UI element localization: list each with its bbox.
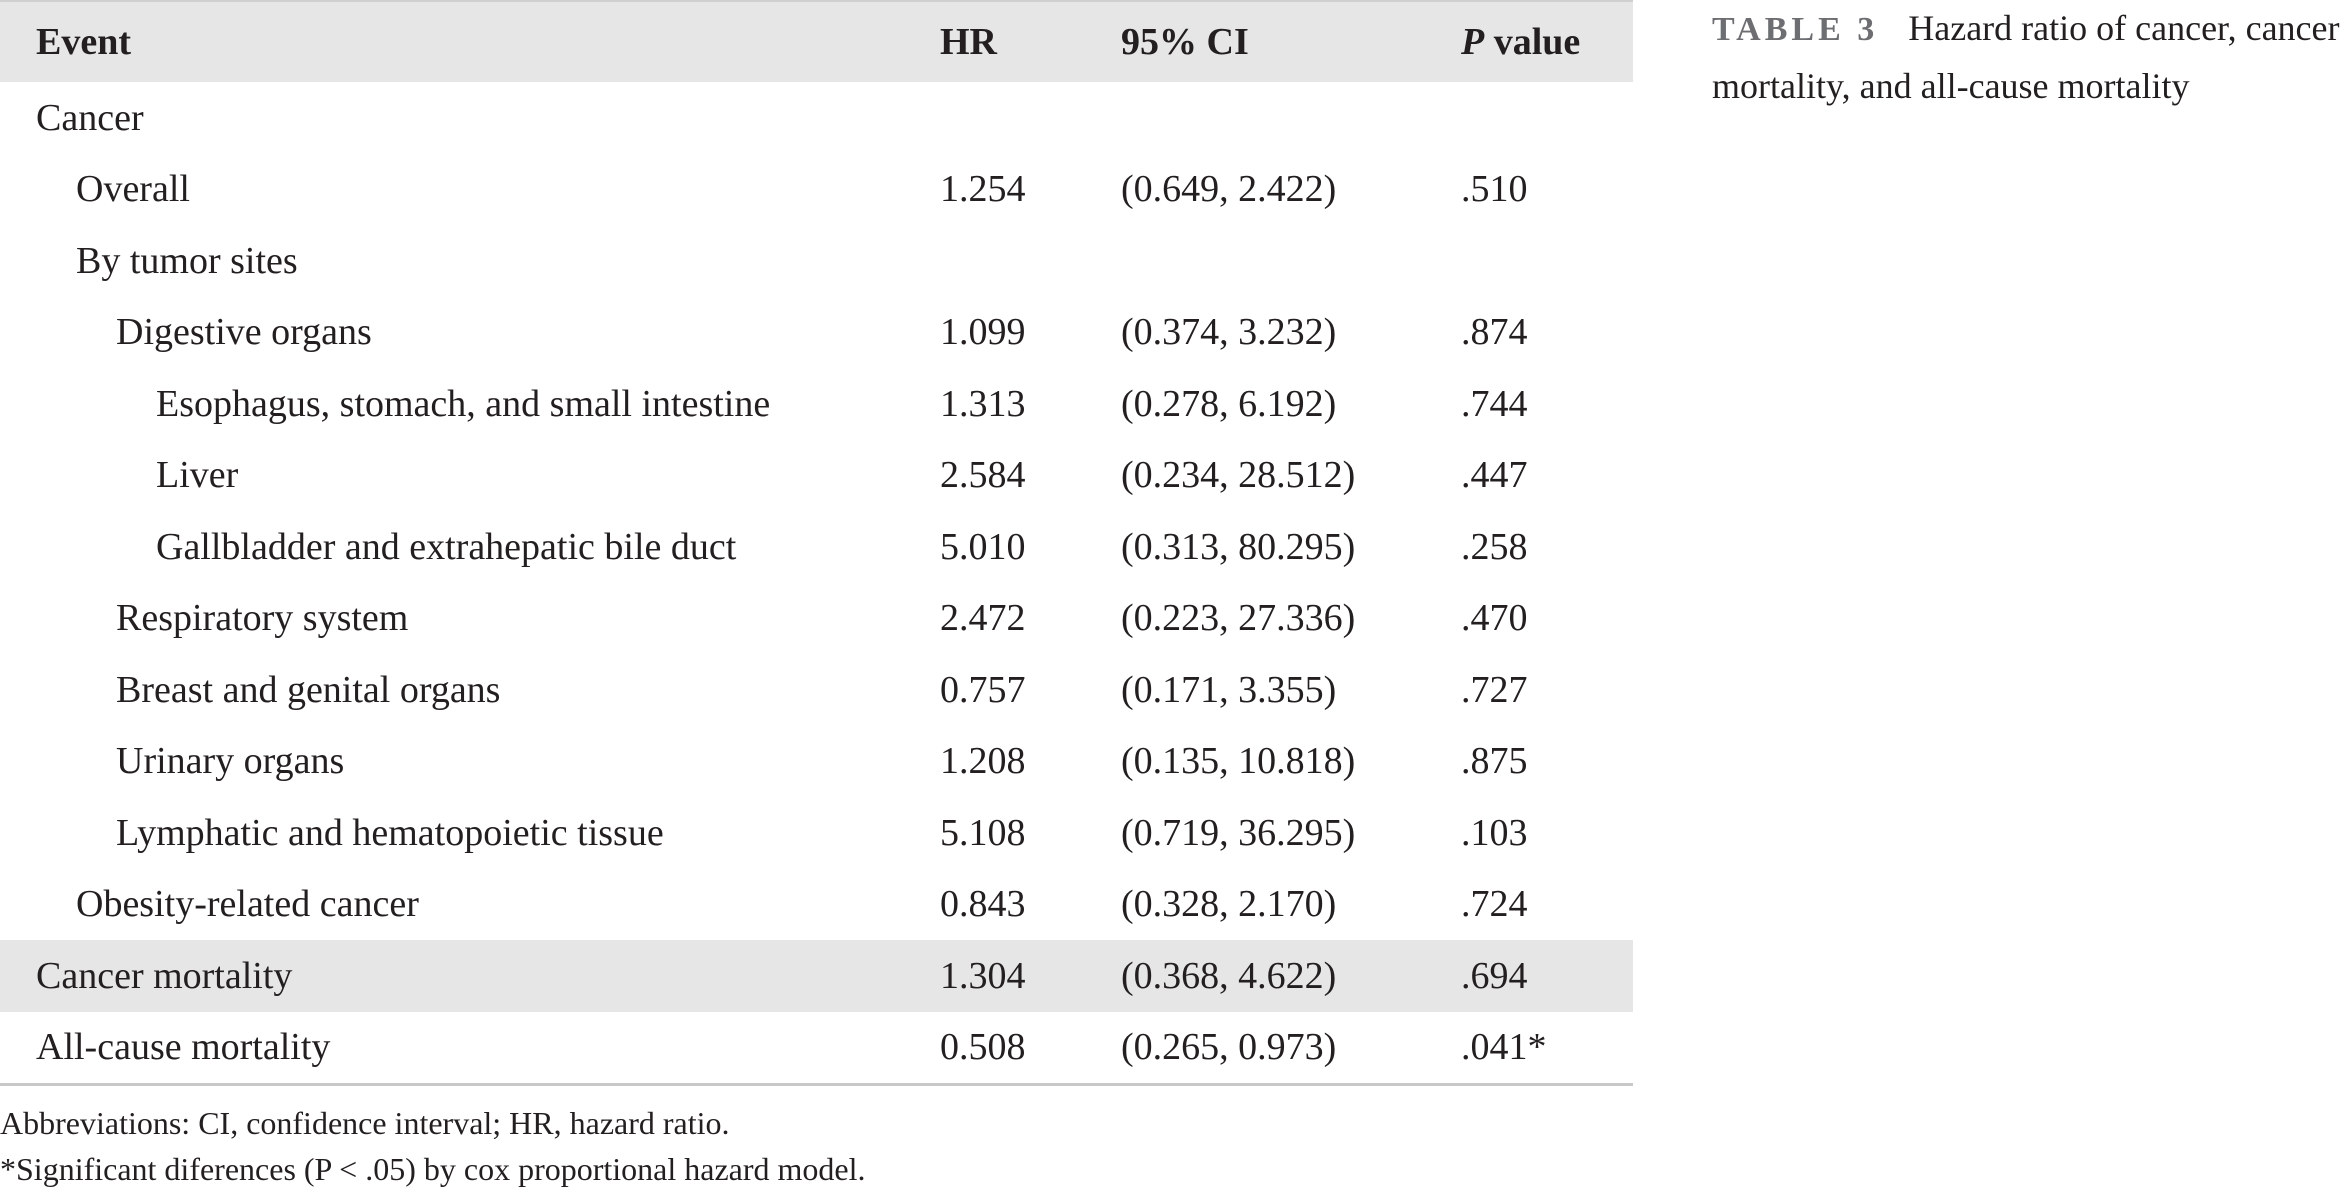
header-event: Event xyxy=(36,21,131,63)
row-event: By tumor sites xyxy=(76,239,298,282)
row-ci: (0.719, 36.295) xyxy=(1121,811,1356,854)
table-bottom-rule xyxy=(0,1083,1633,1086)
row-p: .727 xyxy=(1461,668,1528,711)
table-footnotes: Abbreviations: CI, confidence interval; … xyxy=(0,1100,866,1192)
row-event: Breast and genital organs xyxy=(116,668,501,711)
row-event: Cancer xyxy=(36,96,144,139)
row-event: Lymphatic and hematopoietic tissue xyxy=(116,811,664,854)
header-p-letter: P xyxy=(1461,21,1485,63)
table-row: Overall 1.254 (0.649, 2.422) .510 xyxy=(0,154,1633,226)
results-table: Event HR 95% CI P value Cancer Overall 1… xyxy=(0,0,1633,1086)
row-ci: (0.649, 2.422) xyxy=(1121,168,1337,211)
row-hr: 1.313 xyxy=(940,382,1026,425)
row-ci: (0.135, 10.818) xyxy=(1121,740,1356,783)
row-event: Digestive organs xyxy=(116,311,372,354)
table-row: All-cause mortality 0.508 (0.265, 0.973)… xyxy=(0,1012,1633,1084)
table-row: Cancer mortality 1.304 (0.368, 4.622) .6… xyxy=(0,940,1633,1012)
row-p: .447 xyxy=(1461,454,1528,497)
row-ci: (0.234, 28.512) xyxy=(1121,454,1356,497)
header-p-rest: value xyxy=(1484,21,1581,63)
header-hr: HR xyxy=(940,21,997,63)
row-hr: 1.254 xyxy=(940,168,1026,211)
row-hr: 0.508 xyxy=(940,1026,1026,1069)
header-ci: 95% CI xyxy=(1121,21,1249,63)
table-row: Respiratory system 2.472 (0.223, 27.336)… xyxy=(0,583,1633,655)
header-p-value: P value xyxy=(1461,2,1580,82)
table-row: Cancer xyxy=(0,82,1633,154)
row-hr: 5.108 xyxy=(940,811,1026,854)
table-caption: TABLE 3 Hazard ratio of cancer, cancer mo… xyxy=(1712,0,2342,115)
row-ci: (0.223, 27.336) xyxy=(1121,597,1356,640)
row-p: .470 xyxy=(1461,597,1528,640)
row-ci: (0.278, 6.192) xyxy=(1121,382,1337,425)
row-p: .744 xyxy=(1461,382,1528,425)
row-event: All-cause mortality xyxy=(36,1026,331,1069)
row-event: Urinary organs xyxy=(116,740,345,783)
row-p: .258 xyxy=(1461,525,1528,568)
footnote-significance: *Significant diferences (P < .05) by cox… xyxy=(0,1151,866,1187)
table-row: By tumor sites xyxy=(0,225,1633,297)
row-event: Respiratory system xyxy=(116,597,409,640)
caption-text: Hazard ratio of cancer, cancer mortality… xyxy=(1712,8,2340,106)
row-event: Liver xyxy=(156,454,239,497)
row-hr: 0.757 xyxy=(940,668,1026,711)
row-p: .724 xyxy=(1461,883,1528,926)
footnote-abbreviations: Abbreviations: CI, confidence interval; … xyxy=(0,1105,730,1141)
row-p: .694 xyxy=(1461,954,1528,997)
row-hr: 5.010 xyxy=(940,525,1026,568)
table-row: Digestive organs 1.099 (0.374, 3.232) .8… xyxy=(0,297,1633,369)
row-ci: (0.265, 0.973) xyxy=(1121,1026,1337,1069)
row-ci: (0.328, 2.170) xyxy=(1121,883,1337,926)
table-row: Breast and genital organs 0.757 (0.171, … xyxy=(0,654,1633,726)
table-row: Lymphatic and hematopoietic tissue 5.108… xyxy=(0,797,1633,869)
row-ci: (0.171, 3.355) xyxy=(1121,668,1337,711)
row-p: .875 xyxy=(1461,740,1528,783)
caption-label: TABLE 3 xyxy=(1712,11,1879,48)
row-p: .874 xyxy=(1461,311,1528,354)
table-row: Gallbladder and extrahepatic bile duct 5… xyxy=(0,511,1633,583)
row-hr: 2.584 xyxy=(940,454,1026,497)
row-hr: 1.099 xyxy=(940,311,1026,354)
table-row: Urinary organs 1.208 (0.135, 10.818) .87… xyxy=(0,726,1633,798)
table-row: Esophagus, stomach, and small intestine … xyxy=(0,368,1633,440)
row-ci: (0.368, 4.622) xyxy=(1121,954,1337,997)
row-event: Gallbladder and extrahepatic bile duct xyxy=(156,525,737,568)
row-event: Cancer mortality xyxy=(36,954,293,997)
row-event: Esophagus, stomach, and small intestine xyxy=(156,382,771,425)
row-p: .103 xyxy=(1461,811,1528,854)
table-row: Obesity-related cancer 0.843 (0.328, 2.1… xyxy=(0,869,1633,941)
row-event: Obesity-related cancer xyxy=(76,883,419,926)
row-hr: 1.208 xyxy=(940,740,1026,783)
row-event: Overall xyxy=(76,168,190,211)
row-ci: (0.313, 80.295) xyxy=(1121,525,1356,568)
row-p: .041* xyxy=(1461,1026,1547,1069)
row-p: .510 xyxy=(1461,168,1528,211)
table-row: Liver 2.584 (0.234, 28.512) .447 xyxy=(0,440,1633,512)
table-header-row: Event HR 95% CI P value xyxy=(0,0,1633,82)
row-ci: (0.374, 3.232) xyxy=(1121,311,1337,354)
row-hr: 0.843 xyxy=(940,883,1026,926)
row-hr: 2.472 xyxy=(940,597,1026,640)
row-hr: 1.304 xyxy=(940,954,1026,997)
